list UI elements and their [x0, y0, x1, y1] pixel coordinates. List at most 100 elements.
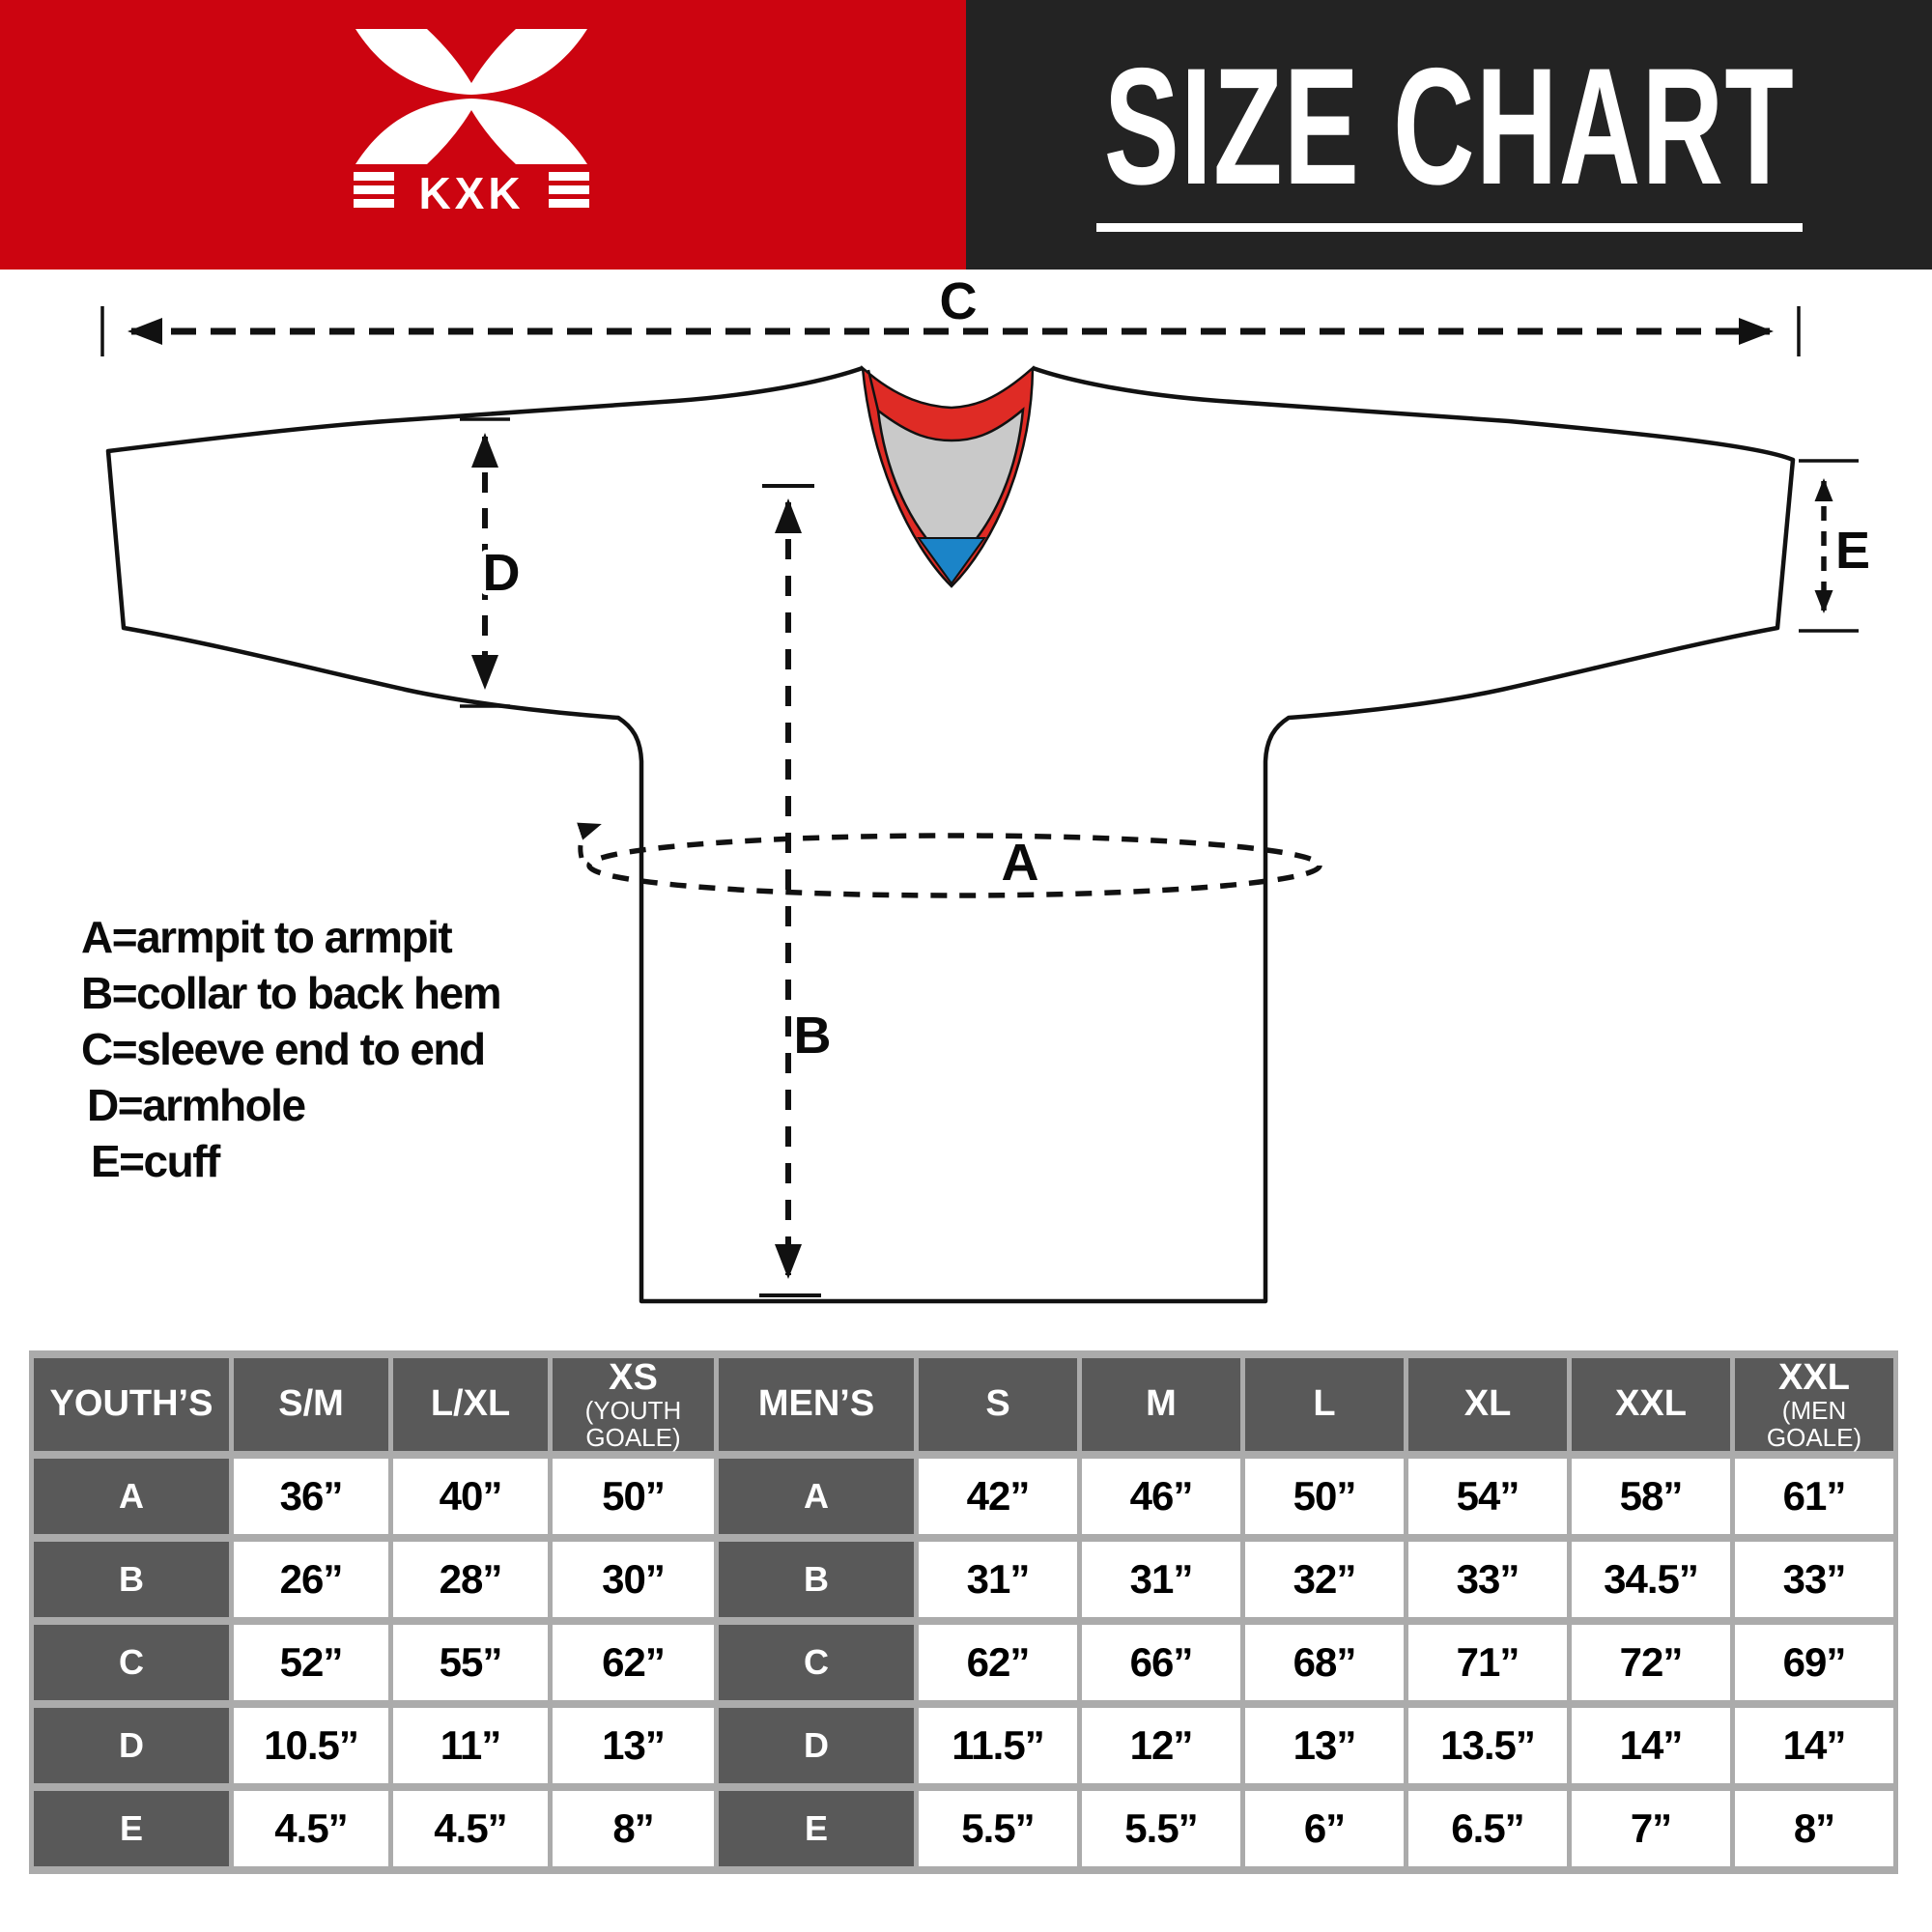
measurement-label-e: E — [1835, 522, 1870, 580]
row-label: C — [719, 1625, 914, 1700]
column-header-m: M — [1082, 1358, 1240, 1451]
row-label: B — [719, 1542, 914, 1617]
size-value: 4.5” — [234, 1791, 388, 1866]
size-value: 52” — [234, 1625, 388, 1700]
measurement-label-d: D — [483, 544, 521, 602]
brand-panel: KXK — [0, 0, 966, 270]
measurement-label-b: B — [794, 1007, 832, 1065]
column-header-mens: MEN’S — [719, 1358, 914, 1451]
size-value: 31” — [1082, 1542, 1240, 1617]
size-value: 10.5” — [234, 1708, 388, 1783]
size-value: 31” — [919, 1542, 1077, 1617]
size-value: 13” — [1245, 1708, 1404, 1783]
size-value: 55” — [393, 1625, 548, 1700]
measurement-a-arrow — [577, 822, 1322, 898]
size-value: 62” — [919, 1625, 1077, 1700]
size-value: 8” — [1735, 1791, 1893, 1866]
size-value: 62” — [553, 1625, 714, 1700]
measurement-d-arrow — [460, 417, 510, 708]
row-label: D — [34, 1708, 229, 1783]
brand-name: KXK — [418, 168, 524, 213]
size-value: 13.5” — [1408, 1708, 1567, 1783]
size-value: 6.5” — [1408, 1791, 1567, 1866]
column-header-lxl: L/XL — [393, 1358, 548, 1451]
size-value: 14” — [1735, 1708, 1893, 1783]
title-underline — [1095, 223, 1803, 232]
size-value: 54” — [1408, 1459, 1567, 1534]
column-header-xxl-men-goalie: XXL (MEN GOALE) — [1735, 1358, 1893, 1451]
measurement-label-c: C — [940, 272, 978, 330]
column-header-youths: YOUTH’S — [34, 1358, 229, 1451]
row-label: A — [719, 1459, 914, 1534]
title-block: SIZE CHART — [1095, 34, 1803, 232]
column-header-s: S — [919, 1358, 1077, 1451]
collar-inner — [876, 407, 1025, 566]
column-header-xs-youth-goalie: XS (YOUTH GOALE) — [553, 1358, 714, 1451]
size-value: 4.5” — [393, 1791, 548, 1866]
jersey-measurement-diagram: C D A B E A=armpit to armpit B=collar to… — [81, 270, 1875, 1304]
size-value: 7” — [1572, 1791, 1730, 1866]
size-value: 28” — [393, 1542, 548, 1617]
row-label: C — [34, 1625, 229, 1700]
measurement-b-arrow — [759, 484, 821, 1297]
column-header-xl: XL — [1408, 1358, 1567, 1451]
size-value: 12” — [1082, 1708, 1240, 1783]
header: KXK SIZE CHART — [0, 0, 1932, 270]
size-value: 8” — [553, 1791, 714, 1866]
table-row-b: B 26” 28” 30” B 31” 31” 32” 33” 34.5” 33… — [34, 1542, 1893, 1617]
row-label: E — [719, 1791, 914, 1866]
table-row-d: D 10.5” 11” 13” D 11.5” 12” 13” 13.5” 14… — [34, 1708, 1893, 1783]
size-value: 40” — [393, 1459, 548, 1534]
column-header-l: L — [1245, 1358, 1404, 1451]
size-value: 32” — [1245, 1542, 1404, 1617]
table-row-e: E 4.5” 4.5” 8” E 5.5” 5.5” 6” 6.5” 7” 8” — [34, 1791, 1893, 1866]
collar-seam — [867, 369, 880, 412]
size-value: 69” — [1735, 1625, 1893, 1700]
logo-side-bars — [354, 172, 589, 208]
kxk-logo-icon: KXK — [354, 29, 589, 213]
logo-bottom-notch — [427, 110, 516, 164]
column-header-xxl: XXL — [1572, 1358, 1730, 1451]
size-value: 36” — [234, 1459, 388, 1534]
size-value: 33” — [1735, 1542, 1893, 1617]
row-label: E — [34, 1791, 229, 1866]
legend-line-e: E=cuff — [91, 1136, 221, 1186]
size-value: 58” — [1572, 1459, 1730, 1534]
size-value: 50” — [1245, 1459, 1404, 1534]
size-value: 26” — [234, 1542, 388, 1617]
size-value: 72” — [1572, 1625, 1730, 1700]
legend-line-a: A=armpit to armpit — [81, 912, 452, 962]
title-panel: SIZE CHART — [966, 0, 1932, 270]
row-label: A — [34, 1459, 229, 1534]
size-value: 5.5” — [1082, 1791, 1240, 1866]
legend-line-c: C=sleeve end to end — [81, 1024, 485, 1074]
row-label: D — [719, 1708, 914, 1783]
size-value: 13” — [553, 1708, 714, 1783]
legend: A=armpit to armpit B=collar to back hem … — [81, 912, 502, 1186]
jersey-outline — [105, 365, 1796, 1304]
size-value: 30” — [553, 1542, 714, 1617]
legend-line-d: D=armhole — [87, 1080, 305, 1130]
size-value: 11.5” — [919, 1708, 1077, 1783]
size-table: YOUTH’S S/M L/XL XS (YOUTH GOALE) MEN’S S… — [29, 1350, 1898, 1874]
size-value: 34.5” — [1572, 1542, 1730, 1617]
legend-line-b: B=collar to back hem — [81, 968, 500, 1018]
measurement-c-arrow — [100, 306, 1801, 356]
measurement-e-arrow — [1799, 459, 1859, 633]
size-value: 61” — [1735, 1459, 1893, 1534]
table-header-row: YOUTH’S S/M L/XL XS (YOUTH GOALE) MEN’S S… — [34, 1358, 1893, 1451]
size-value: 14” — [1572, 1708, 1730, 1783]
logo-top-notch — [427, 29, 516, 83]
size-value: 6” — [1245, 1791, 1404, 1866]
collar-insert — [917, 537, 986, 585]
measurement-label-a: A — [1002, 834, 1039, 892]
row-label: B — [34, 1542, 229, 1617]
table-row-a: A 36” 40” 50” A 42” 46” 50” 54” 58” 61” — [34, 1459, 1893, 1534]
size-value: 71” — [1408, 1625, 1567, 1700]
size-value: 66” — [1082, 1625, 1240, 1700]
page-title: SIZE CHART — [1103, 34, 1795, 219]
size-value: 5.5” — [919, 1791, 1077, 1866]
size-value: 46” — [1082, 1459, 1240, 1534]
size-value: 33” — [1408, 1542, 1567, 1617]
size-value: 42” — [919, 1459, 1077, 1534]
